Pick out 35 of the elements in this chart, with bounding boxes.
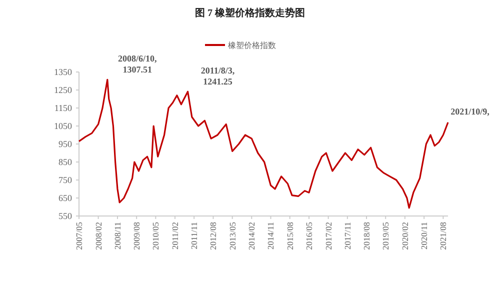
x-tick-label: 2017/02 xyxy=(323,222,334,250)
annotation: 2011/8/3, 1241.25 xyxy=(200,66,235,87)
chart-title: 图 7 橡塑价格指数走势图 xyxy=(195,7,305,19)
y-tick-label: 650 xyxy=(58,193,72,204)
y-tick-label: 550 xyxy=(58,211,72,222)
line-series xyxy=(78,78,449,209)
annotation: 2021/10/9, xyxy=(450,106,490,116)
x-tick-label: 2008/02 xyxy=(93,222,104,250)
y-tick-label: 1050 xyxy=(54,121,72,132)
annotation: 2008/6/10, 1307.51 xyxy=(118,54,157,75)
x-tick-label: 2014/02 xyxy=(246,222,257,250)
x-tick-label: 2017/11 xyxy=(342,222,352,250)
x-tick-label: 2012/08 xyxy=(208,222,218,250)
y-tick-label: 1150 xyxy=(54,103,72,114)
x-tick-label: 2011/11 xyxy=(189,222,200,250)
x-tick-label: 2011/02 xyxy=(170,222,180,250)
x-tick-label: 2013/05 xyxy=(227,222,238,250)
x-tick-label: 2015/08 xyxy=(284,222,295,250)
x-tick-label: 2019/05 xyxy=(380,222,391,250)
y-tick-label: 1250 xyxy=(54,85,72,96)
x-tick-label: 2010/05 xyxy=(150,222,161,250)
y-tick-label: 950 xyxy=(58,139,72,150)
legend-label: 橡塑价格指数 xyxy=(228,40,276,50)
x-tick-label: 2014/11 xyxy=(266,222,276,250)
x-tick-label: 2018/08 xyxy=(361,222,372,250)
x-tick-label: 2020/02 xyxy=(400,222,410,250)
x-tick-label: 2007/05 xyxy=(74,222,84,250)
x-tick-label: 2008/11 xyxy=(112,222,122,250)
x-tick-label: 2016/05 xyxy=(304,222,314,250)
x-tick-label: 2009/08 xyxy=(132,222,142,250)
y-tick-label: 850 xyxy=(58,157,72,168)
x-tick-label: 2021/08 xyxy=(438,222,448,250)
y-tick-label: 1350 xyxy=(54,67,72,78)
x-tick-label: 2020/11 xyxy=(419,222,430,250)
y-tick-label: 750 xyxy=(58,175,72,186)
